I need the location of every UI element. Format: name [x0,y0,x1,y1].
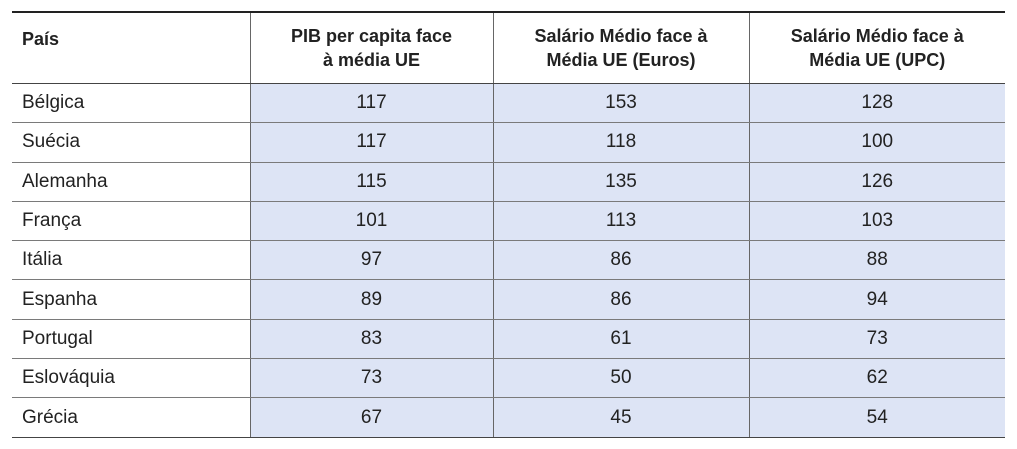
cell-salary-upc: 88 [748,240,1005,281]
table-row: Portugal 83 61 73 [12,319,1005,360]
top-rule [12,11,1005,13]
header-gdp-label: PIB per capita face à média UE [290,26,453,70]
table-row: Eslováquia 73 50 62 [12,358,1005,399]
cell-salary-euros-value: 118 [605,131,637,153]
cell-gdp-value: 115 [356,170,387,192]
cell-salary-euros-value: 86 [610,249,632,271]
cell-gdp: 89 [249,279,493,320]
cell-salary-upc: 54 [748,397,1005,437]
cell-gdp: 97 [249,240,493,281]
cell-salary-upc: 126 [748,162,1005,202]
cell-country: Grécia [12,397,250,437]
cell-salary-upc: 94 [748,279,1005,320]
cell-salary-euros-value: 113 [605,210,637,232]
comparison-table: País PIB per capita face à média UE Salá… [12,13,1005,437]
cell-country: Espanha [12,279,250,320]
header-salary-upc: Salário Médio face à Média UE (UPC) [748,13,1005,84]
bottom-rule [12,436,1005,438]
table-row: Suécia 117 118 100 [12,122,1005,163]
cell-country: Alemanha [12,162,250,202]
cell-gdp: 117 [249,122,493,163]
table-row: Bélgica 117 153 128 [12,83,1005,124]
cell-gdp: 101 [249,201,493,242]
cell-country: Portugal [12,319,250,360]
cell-salary-euros-value: 86 [610,288,632,310]
cell-salary-upc: 100 [748,122,1005,163]
cell-salary-upc-value: 128 [861,92,894,114]
header-country: País [12,13,250,84]
cell-salary-euros: 61 [492,319,749,360]
cell-salary-upc-value: 62 [866,367,888,389]
cell-gdp: 67 [249,397,493,437]
cell-salary-euros: 86 [492,240,749,281]
cell-salary-euros: 45 [492,397,749,437]
cell-salary-upc-value: 126 [861,170,894,192]
cell-country: Suécia [12,122,250,163]
cell-salary-upc: 103 [748,201,1005,242]
cell-gdp: 117 [249,83,493,124]
cell-gdp-value: 83 [360,327,383,349]
header-salary-euros: Salário Médio face à Média UE (Euros) [492,13,749,84]
cell-salary-euros-value: 45 [610,406,632,428]
cell-country: Eslováquia [12,358,250,399]
cell-salary-euros: 113 [492,201,749,242]
header-row: País PIB per capita face à média UE Salá… [12,13,1005,84]
cell-salary-upc: 62 [748,358,1005,399]
cell-gdp: 73 [249,358,493,399]
cell-gdp-value: 117 [356,131,387,153]
table-row: Alemanha 115 135 126 [12,162,1005,202]
cell-salary-upc-value: 88 [866,249,888,271]
cell-salary-euros: 153 [492,83,749,124]
table-row: Grécia 67 45 54 [12,397,1005,437]
cell-gdp-value: 73 [360,367,383,389]
cell-salary-upc-value: 73 [866,327,888,349]
cell-country: Bélgica [12,83,250,124]
cell-gdp-value: 67 [360,406,383,428]
cell-salary-upc-value: 94 [866,288,888,310]
cell-gdp: 83 [249,319,493,360]
cell-salary-upc-value: 103 [861,210,894,232]
cell-salary-euros: 118 [492,122,749,163]
cell-gdp-value: 89 [360,288,383,310]
header-salary-euros-label: Salário Médio face à Média UE (Euros) [534,26,708,70]
cell-salary-euros-value: 50 [610,367,632,389]
cell-salary-euros: 135 [492,162,749,202]
table-row: França 101 113 103 [12,201,1005,242]
cell-country: França [12,201,250,242]
cell-salary-euros-value: 61 [610,327,632,349]
cell-salary-euros: 86 [492,279,749,320]
table-row: Itália 97 86 88 [12,240,1005,281]
cell-salary-euros-value: 135 [605,170,637,192]
data-table-container: País PIB per capita face à média UE Salá… [12,11,1005,438]
header-salary-upc-label: Salário Médio face à Média UE (UPC) [790,26,964,70]
header-gdp: PIB per capita face à média UE [249,13,493,84]
cell-salary-euros-value: 153 [605,92,637,114]
cell-salary-upc: 73 [748,319,1005,360]
cell-salary-upc-value: 100 [861,131,894,153]
cell-gdp-value: 117 [356,92,387,114]
cell-salary-euros: 50 [492,358,749,399]
cell-salary-upc-value: 54 [866,406,888,428]
cell-gdp-value: 97 [360,249,383,271]
table-row: Espanha 89 86 94 [12,279,1005,320]
cell-gdp: 115 [249,162,493,202]
cell-gdp-value: 101 [355,210,388,232]
cell-salary-upc: 128 [748,83,1005,124]
cell-country: Itália [12,240,250,281]
